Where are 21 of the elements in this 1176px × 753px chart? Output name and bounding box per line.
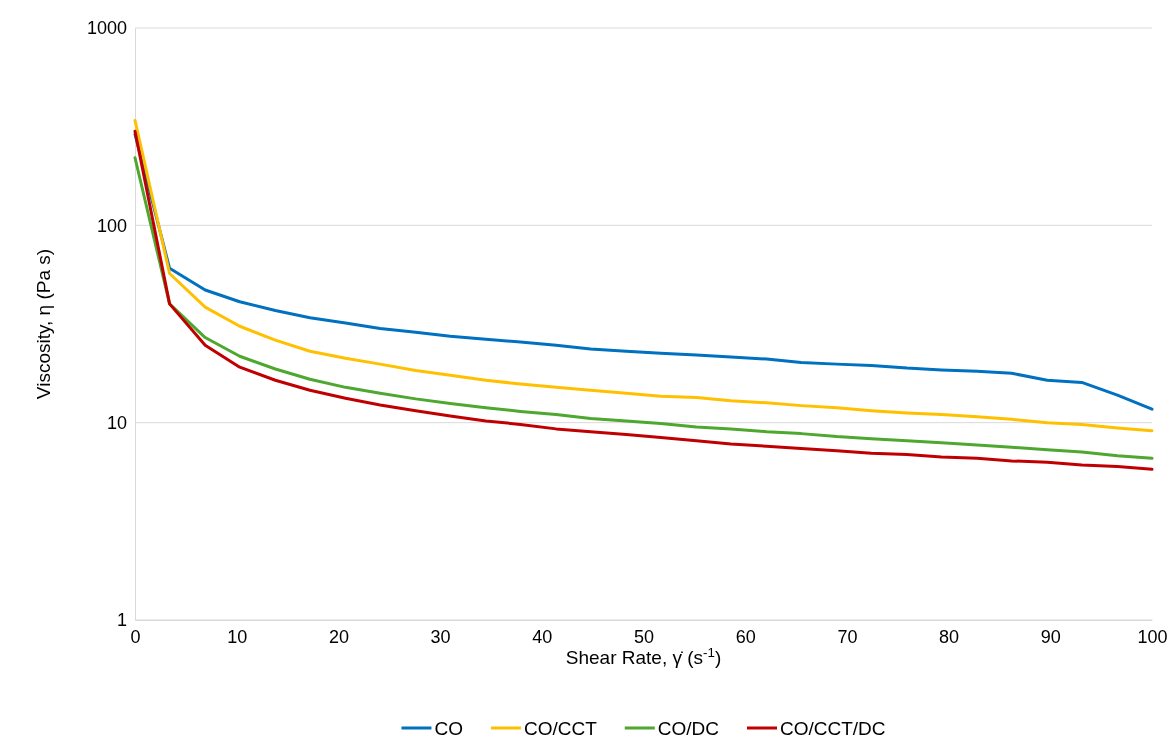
legend-label: CO/CCT/DC <box>780 718 886 739</box>
x-tick-label: 80 <box>939 626 960 647</box>
y-axis-title: Viscosity, η (Pa s) <box>33 248 54 400</box>
x-axis-title: Shear Rate, γ̇ (s$^{-1}$) <box>565 644 722 668</box>
y-tick-label: 100 <box>96 215 127 236</box>
y-tick-label: 1 <box>116 610 127 631</box>
y-tick-label: 10 <box>106 412 127 433</box>
legend-label: CO/CCT <box>523 718 598 739</box>
x-tick-label: 60 <box>735 626 756 647</box>
legend-label: CO/DC <box>657 718 719 739</box>
x-tick-label: 10 <box>227 626 248 647</box>
legend-label: CO <box>434 718 463 739</box>
y-tick-label: 1000 <box>86 18 127 39</box>
x-tick-label: 20 <box>328 626 349 647</box>
x-tick-label: 50 <box>633 626 655 647</box>
x-tick-label: 100 <box>1137 626 1168 647</box>
x-tick-label: 90 <box>1040 626 1061 647</box>
x-tick-label: 30 <box>430 626 451 647</box>
x-tick-label: 0 <box>130 626 141 647</box>
x-tick-label: 70 <box>837 626 858 647</box>
x-tick-label: 40 <box>532 626 553 647</box>
